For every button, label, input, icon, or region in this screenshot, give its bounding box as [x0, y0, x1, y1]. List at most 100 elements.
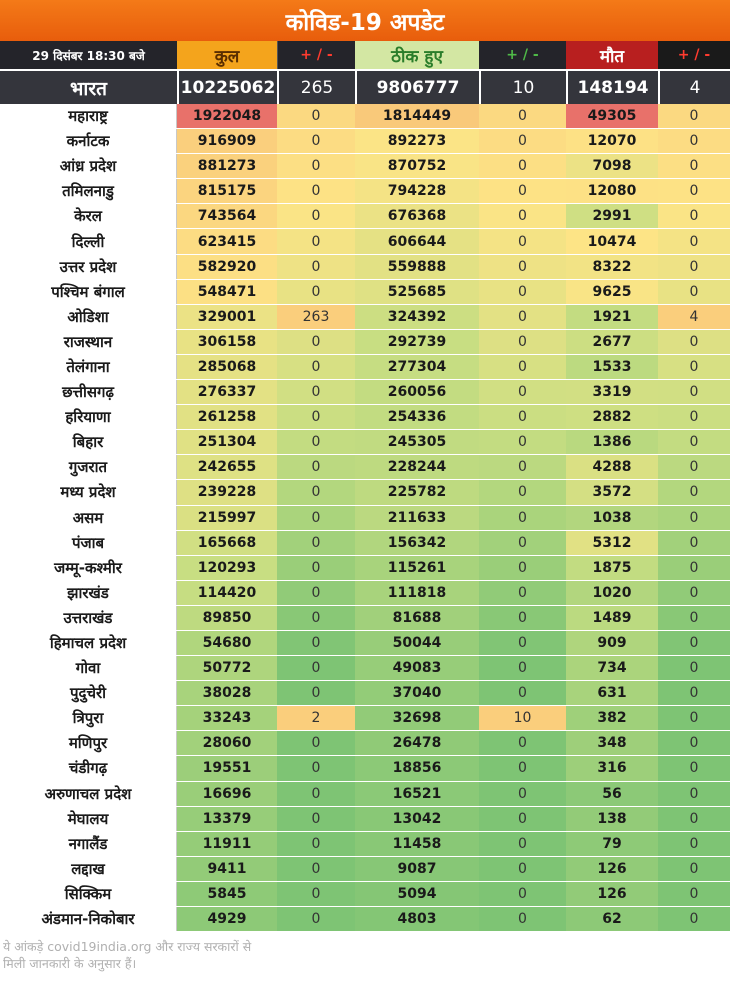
table-row: अंडमान-निकोबार 4929 0 4803 0 62 0 [0, 907, 730, 933]
state-name: झारखंड [0, 580, 177, 605]
state-recovered-change: 0 [479, 605, 566, 630]
state-deaths: 348 [566, 731, 658, 756]
state-total: 28060 [177, 731, 277, 756]
table-row: तेलंगाना 285068 0 277304 0 1533 0 [0, 354, 730, 381]
table-row: पंजाब 165668 0 156342 0 5312 0 [0, 530, 730, 556]
state-total: 120293 [177, 555, 277, 580]
state-total: 306158 [177, 329, 277, 354]
state-name: महाराष्ट्र [0, 104, 177, 129]
state-total-change: 0 [277, 179, 355, 204]
state-total: 215997 [177, 505, 277, 530]
state-total-change: 0 [277, 806, 355, 831]
table-row: केरल 743564 0 676368 0 2991 0 [0, 204, 730, 230]
state-total: 285068 [177, 354, 277, 380]
table-row: त्रिपुरा 33243 2 32698 10 382 0 [0, 706, 730, 732]
state-recovered: 676368 [355, 204, 479, 229]
state-total-change: 0 [277, 405, 355, 430]
state-deaths-change: 0 [658, 154, 730, 179]
state-total-change: 0 [277, 781, 355, 806]
state-recovered-change: 0 [479, 354, 566, 380]
state-recovered: 245305 [355, 430, 479, 455]
state-total-change: 0 [277, 756, 355, 781]
state-deaths-change: 0 [658, 907, 730, 932]
state-deaths: 631 [566, 681, 658, 706]
update-date: 29 दिसंबर 18:30 बजे [32, 48, 145, 63]
state-recovered-change: 0 [479, 781, 566, 806]
state-deaths: 2882 [566, 405, 658, 430]
state-deaths-change: 0 [658, 505, 730, 530]
state-total: 4929 [177, 907, 277, 932]
state-deaths: 12080 [566, 179, 658, 204]
state-total: 251304 [177, 430, 277, 455]
table-row: हरियाणा 261258 0 254336 0 2882 0 [0, 405, 730, 431]
table-row: पश्चिम बंगाल 548471 0 525685 0 9625 0 [0, 279, 730, 305]
state-total: 329001 [177, 304, 277, 329]
state-deaths: 138 [566, 806, 658, 831]
state-deaths-change: 0 [658, 681, 730, 706]
state-total: 242655 [177, 455, 277, 480]
state-total: 19551 [177, 756, 277, 781]
state-recovered: 9087 [355, 856, 479, 881]
state-recovered-change: 0 [479, 731, 566, 756]
table-row: हिमाचल प्रदेश 54680 0 50044 0 909 0 [0, 630, 730, 657]
state-total-change: 0 [277, 480, 355, 505]
state-recovered-change: 0 [479, 154, 566, 179]
state-deaths-change: 0 [658, 455, 730, 480]
table-row: आंध्र प्रदेश 881273 0 870752 0 7098 0 [0, 154, 730, 180]
state-deaths: 1020 [566, 580, 658, 605]
state-recovered: 525685 [355, 279, 479, 304]
state-deaths-change: 0 [658, 555, 730, 580]
state-recovered-change: 0 [479, 630, 566, 656]
state-total-change: 0 [277, 229, 355, 254]
state-total-change: 0 [277, 907, 355, 932]
state-deaths-change: 4 [658, 304, 730, 329]
state-deaths-change: 0 [658, 380, 730, 405]
state-recovered-change: 0 [479, 254, 566, 279]
table-row: गुजरात 242655 0 228244 0 4288 0 [0, 455, 730, 481]
state-name: उत्तराखंड [0, 605, 177, 630]
state-recovered: 11458 [355, 831, 479, 856]
table-row: राजस्थान 306158 0 292739 0 2677 0 [0, 329, 730, 355]
state-deaths-change: 0 [658, 605, 730, 630]
state-name: गुजरात [0, 455, 177, 480]
table-row: कर्नाटक 916909 0 892273 0 12070 0 [0, 129, 730, 155]
state-total: 623415 [177, 229, 277, 254]
state-total-change: 0 [277, 731, 355, 756]
state-total: 54680 [177, 630, 277, 656]
india-total-row: भारत 10225062 265 9806777 10 148194 4 [0, 71, 730, 104]
state-recovered: 13042 [355, 806, 479, 831]
state-recovered-change: 0 [479, 580, 566, 605]
state-name: केरल [0, 204, 177, 229]
state-total: 11911 [177, 831, 277, 856]
state-total-change: 0 [277, 254, 355, 279]
state-deaths: 2677 [566, 329, 658, 354]
state-total-change: 0 [277, 455, 355, 480]
state-name: मणिपुर [0, 731, 177, 756]
state-total: 13379 [177, 806, 277, 831]
state-recovered-change: 0 [479, 455, 566, 480]
state-total-change: 0 [277, 580, 355, 605]
header-total: कुल [177, 41, 277, 69]
state-recovered: 18856 [355, 756, 479, 781]
state-total-change: 0 [277, 681, 355, 706]
state-recovered: 228244 [355, 455, 479, 480]
state-total: 276337 [177, 380, 277, 405]
india-deaths: 148194 [566, 71, 658, 104]
state-recovered: 111818 [355, 580, 479, 605]
state-total-change: 0 [277, 831, 355, 856]
state-deaths-change: 0 [658, 831, 730, 856]
state-name: पश्चिम बंगाल [0, 279, 177, 304]
state-deaths-change: 0 [658, 856, 730, 881]
state-recovered: 559888 [355, 254, 479, 279]
state-deaths: 9625 [566, 279, 658, 304]
footnote: ये आंकड़े covid19india.org और राज्य सरका… [3, 938, 363, 972]
state-deaths: 7098 [566, 154, 658, 179]
state-recovered: 26478 [355, 731, 479, 756]
state-deaths-change: 0 [658, 430, 730, 455]
states-table: महाराष्ट्र 1922048 0 1814449 0 49305 0 कर्नाटक 9… [0, 104, 730, 933]
footnote-line-2: मिली जानकारी के अनुसार हैं। [3, 956, 137, 971]
state-recovered-change: 0 [479, 881, 566, 906]
table-row: नगालैंड 11911 0 11458 0 79 0 [0, 831, 730, 857]
state-recovered: 254336 [355, 405, 479, 430]
state-deaths: 126 [566, 856, 658, 881]
